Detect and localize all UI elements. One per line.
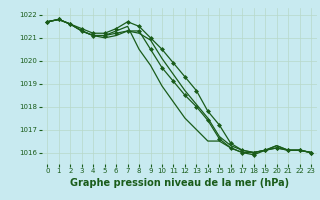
X-axis label: Graphe pression niveau de la mer (hPa): Graphe pression niveau de la mer (hPa) [70,178,289,188]
